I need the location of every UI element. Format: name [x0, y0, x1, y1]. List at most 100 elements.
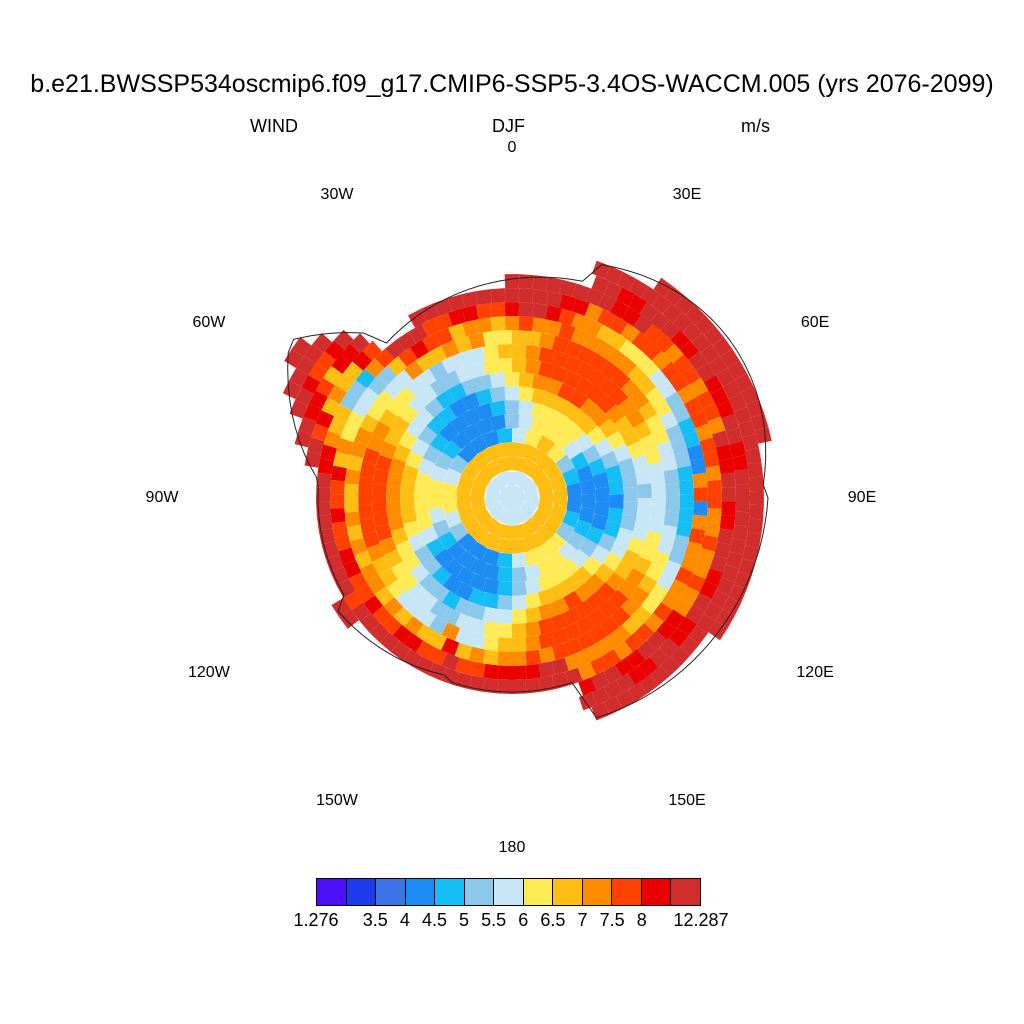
- wind-cell: [720, 348, 740, 369]
- wind-cell: [580, 397, 600, 418]
- wind-cell: [522, 459, 542, 479]
- wind-cell: [410, 437, 430, 457]
- wind-cell: [525, 635, 542, 652]
- wind-cell: [497, 595, 512, 610]
- wind-cell: [408, 324, 428, 344]
- wind-cell: [557, 382, 577, 402]
- wind-cell: [617, 397, 638, 417]
- wind-cell: [424, 397, 444, 418]
- wind-cell: [611, 606, 631, 627]
- wind-cell: [455, 364, 474, 383]
- wind-cell: [434, 327, 454, 346]
- wind-cell: [582, 444, 602, 464]
- wind-cell: [525, 330, 542, 347]
- wind-field: [282, 260, 772, 721]
- wind-cell: [546, 443, 567, 464]
- wind-cell: [558, 541, 578, 562]
- wind-cell: [615, 527, 634, 546]
- wind-cell: [335, 372, 355, 393]
- wind-cell: [721, 501, 736, 517]
- wind-cell: [665, 483, 680, 498]
- wind-cell: [749, 490, 764, 506]
- wind-cell: [428, 479, 444, 495]
- wind-cell: [591, 702, 610, 721]
- colorbar-swatch: [582, 879, 613, 905]
- wind-cell: [518, 302, 534, 318]
- wind-cell: [719, 515, 736, 531]
- wind-cell: [707, 416, 726, 435]
- wind-cell: [330, 479, 345, 495]
- colorbar-label: 7: [577, 910, 588, 930]
- wind-cell: [340, 343, 360, 364]
- wind-cell: [584, 303, 604, 322]
- wind-cell: [716, 400, 735, 419]
- wind-cell: [600, 633, 621, 653]
- wind-cell: [409, 339, 429, 359]
- wind-cell: [420, 303, 440, 322]
- wind-cell: [631, 524, 649, 542]
- wind-cell: [645, 414, 665, 433]
- wind-cell: [392, 624, 413, 645]
- wind-cell: [578, 538, 599, 558]
- wind-cell: [473, 468, 493, 488]
- wind-cell: [633, 556, 653, 575]
- wind-cell: [556, 398, 576, 418]
- wind-cell: [404, 616, 424, 636]
- wind-cell: [497, 358, 512, 373]
- wind-cell: [346, 454, 364, 472]
- lon-label-90e: 90E: [847, 489, 877, 506]
- wind-cell: [588, 457, 607, 476]
- wind-cell: [679, 494, 694, 509]
- wind-cell: [692, 472, 708, 488]
- wind-cell: [448, 398, 468, 418]
- wind-cell: [639, 543, 658, 562]
- wind-cell: [602, 649, 622, 669]
- wind-cell: [640, 595, 661, 615]
- wind-cell: [298, 416, 317, 435]
- colorbar-label: 7.5: [599, 910, 625, 930]
- wind-cell: [312, 333, 333, 353]
- wind-cell: [443, 510, 462, 529]
- wind-cell: [598, 376, 619, 397]
- wind-cell: [441, 340, 460, 359]
- wind-cell: [531, 374, 549, 391]
- wind-cell: [718, 458, 735, 475]
- colorbar-swatch: [376, 879, 406, 905]
- wind-cell: [692, 561, 711, 580]
- wind-cell: [442, 498, 458, 514]
- wind-cell: [589, 352, 609, 372]
- wind-cell: [392, 443, 411, 463]
- wind-cell: [340, 424, 359, 443]
- wind-cell: [419, 573, 439, 594]
- wind-cell: [421, 556, 442, 576]
- wind-cell: [650, 504, 666, 520]
- wind-cell: [644, 323, 664, 344]
- wind-cell: [674, 451, 692, 469]
- wind-cell: [387, 356, 407, 376]
- wind-cell: [497, 330, 512, 345]
- wind-cell: [469, 661, 486, 678]
- wind-cell: [649, 583, 669, 604]
- wind-cell: [538, 332, 556, 350]
- wind-cell: [383, 379, 404, 399]
- wind-cell: [610, 299, 630, 319]
- wind-cell: [375, 524, 393, 542]
- wind-cell: [617, 579, 638, 599]
- wind-cell: [504, 288, 520, 303]
- wind-cell: [532, 289, 549, 305]
- wind-cell: [468, 603, 486, 621]
- wind-cell: [428, 361, 448, 381]
- wind-cell: [538, 661, 555, 678]
- wind-cell: [563, 370, 582, 389]
- wind-cell: [551, 657, 569, 675]
- wind-cell: [554, 413, 575, 434]
- wind-cell: [597, 533, 617, 552]
- wind-cell: [512, 484, 522, 498]
- wind-cell: [544, 377, 563, 396]
- wind-cell: [416, 368, 437, 388]
- wind-cell: [574, 432, 595, 453]
- wind-cell: [504, 414, 520, 429]
- wind-cell: [512, 344, 527, 359]
- colorbar-label: 1.276: [293, 910, 339, 930]
- wind-cell: [565, 667, 583, 686]
